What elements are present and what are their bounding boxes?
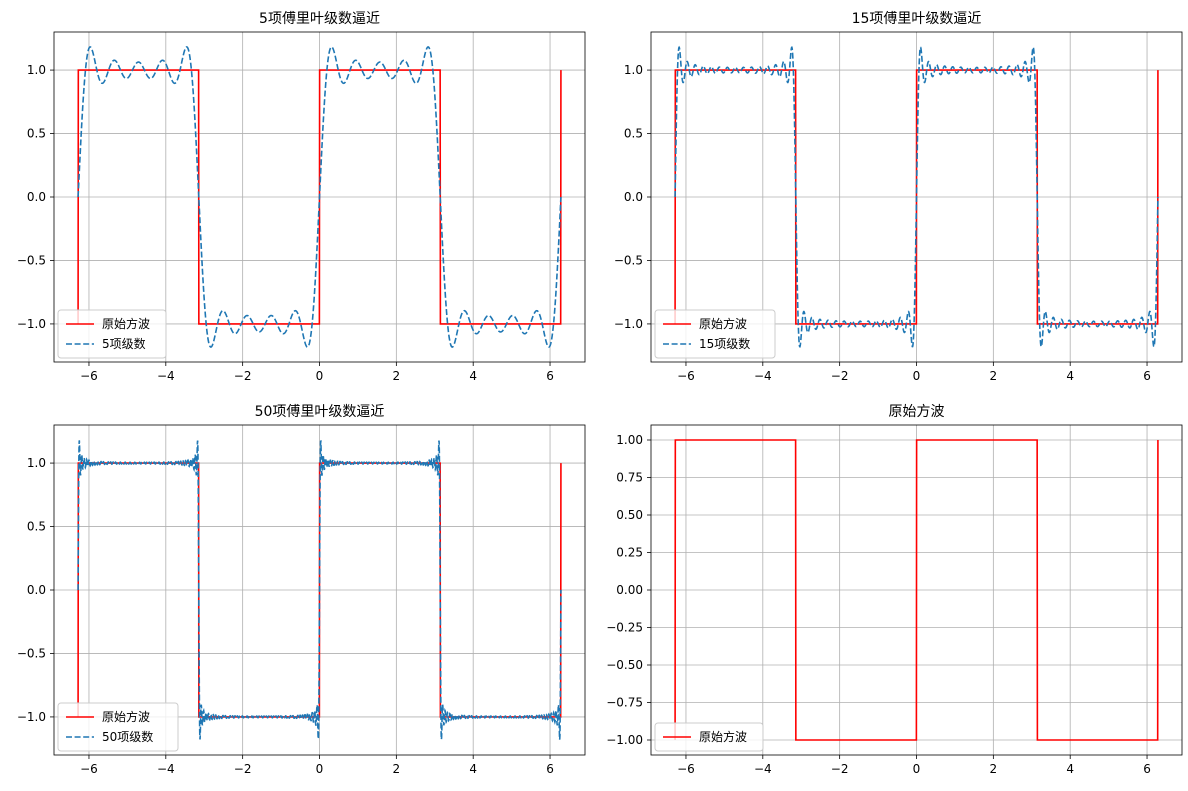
x-tick-label: −6 [677, 762, 695, 776]
x-tick-label: −4 [754, 369, 772, 383]
x-tick-label: −2 [234, 762, 252, 776]
fourier-series-line [674, 45, 1159, 349]
x-tick-label: −6 [677, 369, 695, 383]
subplot-title: 50项傅里叶级数逼近 [255, 404, 385, 420]
x-tick-label: −4 [157, 369, 175, 383]
x-tick-label: 6 [1143, 762, 1151, 776]
x-tick-label: 2 [393, 369, 401, 383]
legend-label: 原始方波 [102, 709, 150, 724]
y-tick-label: −0.5 [614, 253, 643, 267]
x-tick-label: 4 [1066, 762, 1074, 776]
y-tick-label: 0.0 [27, 583, 46, 597]
y-tick-label: 0.50 [616, 508, 643, 522]
subplot-1: −6 −4 −2 0 2 4 6 −1.0 −0.5 0.0 0.5 1.0 5项傅里叶级数逼近原始方波… [17, 11, 586, 383]
subplot-title: 原始方波 [889, 404, 945, 420]
subplot-title: 15项傅里叶级数逼近 [852, 11, 982, 27]
x-tick-label: 4 [469, 762, 477, 776]
y-tick-label: 0.75 [616, 471, 643, 485]
x-tick-label: −6 [80, 762, 98, 776]
legend-box [57, 309, 167, 359]
plot-area [674, 45, 1159, 349]
x-tick-label: 4 [469, 369, 477, 383]
plot-area [674, 439, 1159, 741]
y-tick-label: 0.00 [616, 583, 643, 597]
subplot-2: −6 −4 −2 0 2 4 6 −1.0 −0.5 0.0 0.5 1.0 15项傅里叶级数逼近原始方… [614, 11, 1183, 383]
y-tick-label: −0.5 [17, 253, 46, 267]
axes-frame [53, 424, 586, 756]
y-tick-label: 0.5 [27, 520, 46, 534]
x-tick-label: 4 [1066, 369, 1074, 383]
legend-label: 15项级数 [699, 336, 750, 351]
axes-frame [53, 31, 586, 363]
x-tick-label: −2 [234, 369, 252, 383]
plot-area [77, 46, 562, 348]
legend-box [654, 722, 764, 752]
y-tick-label: 0.25 [616, 546, 643, 560]
subplot-3: −6 −4 −2 0 2 4 6 −1.0 −0.5 0.0 0.5 1.0 50项傅里叶级数逼近原始方… [17, 404, 586, 776]
plot-area [77, 440, 562, 740]
legend: 原始方波 50项级数 [57, 702, 179, 752]
y-tick-label: −1.00 [606, 733, 643, 747]
x-tick-label: 0 [913, 369, 921, 383]
y-tick-label: 1.00 [616, 433, 643, 447]
y-tick-label: 1.0 [27, 456, 46, 470]
x-tick-label: 6 [546, 369, 554, 383]
x-tick-label: 2 [990, 369, 998, 383]
legend: 原始方波 15项级数 [654, 309, 776, 359]
subplot-title: 5项傅里叶级数逼近 [259, 11, 380, 27]
x-tick-label: −2 [831, 762, 849, 776]
x-tick-label: 0 [316, 369, 324, 383]
legend: 原始方波 [654, 722, 764, 752]
x-tick-label: −4 [754, 762, 772, 776]
y-tick-label: −1.0 [614, 317, 643, 331]
x-tick-label: 6 [1143, 369, 1151, 383]
x-tick-label: −4 [157, 762, 175, 776]
x-tick-label: 2 [393, 762, 401, 776]
y-tick-label: −0.50 [606, 658, 643, 672]
x-tick-label: 0 [913, 762, 921, 776]
y-tick-label: −1.0 [17, 317, 46, 331]
x-tick-label: 2 [990, 762, 998, 776]
legend-label: 原始方波 [102, 316, 150, 331]
y-tick-label: −0.25 [606, 621, 643, 635]
y-tick-label: −0.5 [17, 646, 46, 660]
legend-label: 原始方波 [699, 316, 747, 331]
axes-frame [650, 424, 1183, 756]
y-tick-label: −0.75 [606, 696, 643, 710]
legend-box [654, 309, 776, 359]
axes-frame [650, 31, 1183, 363]
x-tick-label: −2 [831, 369, 849, 383]
y-tick-label: 0.0 [624, 190, 643, 204]
y-tick-label: 1.0 [27, 63, 46, 77]
y-tick-label: 0.5 [27, 127, 46, 141]
y-tick-label: 0.0 [27, 190, 46, 204]
legend-label: 5项级数 [102, 336, 146, 351]
x-tick-label: −6 [80, 369, 98, 383]
x-tick-label: 0 [316, 762, 324, 776]
x-tick-label: 6 [546, 762, 554, 776]
subplot-4: −6 −4 −2 0 2 4 6 −1.00 −0.75 −0.50 −0.25 0.00 0.25 0.… [606, 404, 1183, 776]
legend-box [57, 702, 179, 752]
square-wave-line [674, 439, 1159, 741]
y-tick-label: −1.0 [17, 710, 46, 724]
legend-label: 50项级数 [102, 729, 153, 744]
fourier-series-line [77, 440, 562, 740]
y-tick-label: 0.5 [624, 127, 643, 141]
y-tick-label: 1.0 [624, 63, 643, 77]
fourier-series-line [77, 46, 562, 348]
legend-label: 原始方波 [699, 729, 747, 744]
legend: 原始方波 5项级数 [57, 309, 167, 359]
